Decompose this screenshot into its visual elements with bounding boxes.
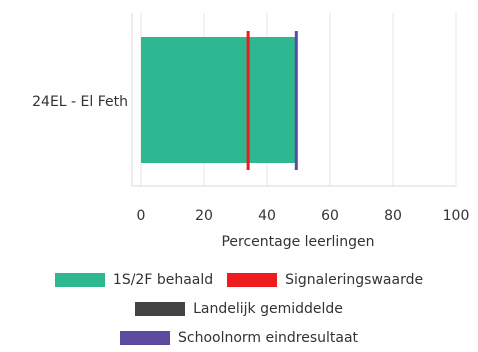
bar-chart: 0 20 40 60 80 100 24EL - El Feth Percentage l… <box>32 13 470 250</box>
x-tick-label: 20 <box>195 208 213 224</box>
legend-row-2: Landelijk gemiddelde <box>0 298 478 320</box>
category-label: 24EL - El Feth <box>32 94 128 110</box>
legend-item-landelijk[interactable]: Landelijk gemiddelde <box>135 301 343 317</box>
x-tick-label: 0 <box>137 208 146 224</box>
legend-label-signaleringswaarde: Signaleringswaarde <box>285 272 424 288</box>
x-tick-label: 60 <box>321 208 339 224</box>
legend-swatch-schoolnorm <box>119 331 170 345</box>
bar[interactable] <box>141 37 296 163</box>
x-tick-label: 40 <box>258 208 276 224</box>
legend-item-schoolnorm[interactable]: Schoolnorm eindresultaat <box>119 330 359 346</box>
x-tick-label: 80 <box>384 208 402 224</box>
x-axis-title: Percentage leerlingen <box>221 234 374 250</box>
x-tick-label: 100 <box>443 208 470 224</box>
legend-swatch-landelijk <box>135 302 186 316</box>
bars <box>141 37 296 163</box>
x-tick-labels: 0 20 40 60 80 100 <box>137 208 470 224</box>
legend-item-signaleringswaarde[interactable]: Signaleringswaarde <box>227 272 423 288</box>
legend-swatch-signaleringswaarde <box>227 273 278 287</box>
legend-label-schoolnorm: Schoolnorm eindresultaat <box>177 330 359 346</box>
reference-line-marker[interactable] <box>294 31 298 170</box>
legend-item-behaald[interactable]: 1S/2F behaald <box>54 272 214 288</box>
legend-label-behaald: 1S/2F behaald <box>112 272 214 288</box>
reference-markers <box>246 31 298 170</box>
legend-label-landelijk: Landelijk gemiddelde <box>193 301 343 317</box>
legend-swatch-behaald <box>54 273 105 287</box>
legend-row-1: 1S/2F behaald Signaleringswaarde <box>0 269 478 291</box>
reference-line-marker[interactable] <box>246 31 250 170</box>
legend-row-3: Schoolnorm eindresultaat <box>0 327 478 349</box>
